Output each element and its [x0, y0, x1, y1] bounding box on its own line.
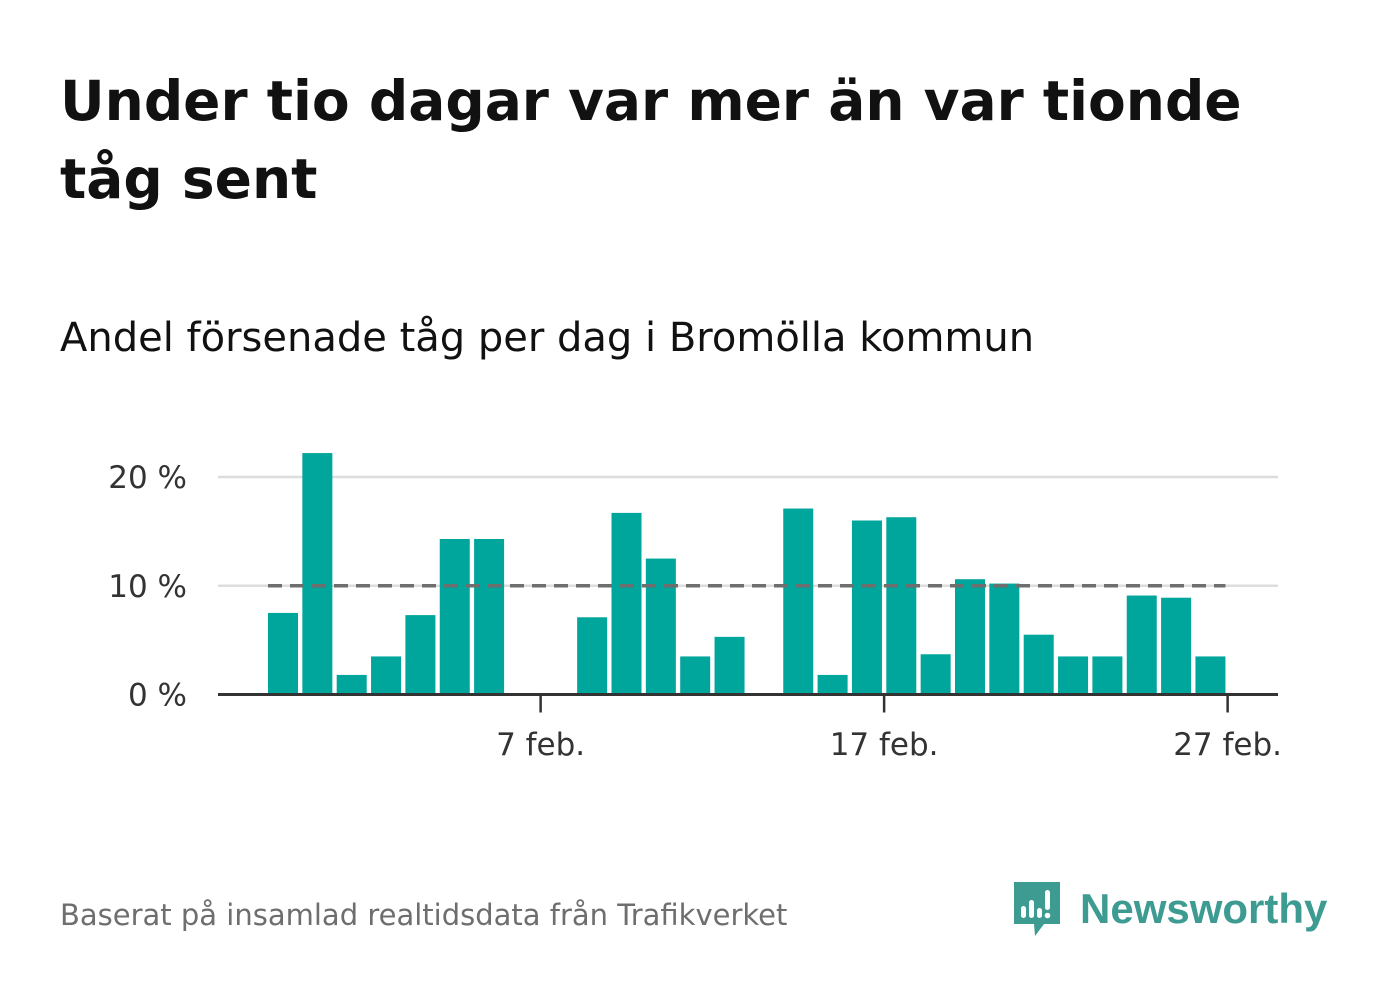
- brand: Newsworthy: [1012, 878, 1327, 940]
- tick-labels: 0 % 10 % 20 % 7 feb. 17 feb. 27 feb.: [108, 460, 1282, 763]
- bar: [783, 508, 814, 695]
- bar: [955, 579, 985, 695]
- axes: [218, 693, 1278, 713]
- bar: [886, 517, 917, 695]
- bar: [920, 654, 951, 695]
- newsworthy-logo-icon: [1014, 882, 1060, 936]
- bar: [336, 674, 367, 695]
- bar: [817, 674, 848, 695]
- bar: [1161, 597, 1192, 695]
- bar: [1023, 634, 1054, 695]
- bar: [645, 558, 676, 695]
- source-note: Baserat på insamlad realtidsdata från Tr…: [60, 898, 788, 932]
- x-tick-label: 27 feb.: [1173, 727, 1282, 763]
- bar: [302, 453, 333, 695]
- bar: [1195, 656, 1226, 695]
- bar: [1058, 656, 1089, 695]
- x-tick-label: 17 feb.: [830, 727, 939, 763]
- chart-title: Under tio dagar var mer än var tionde tå…: [60, 69, 1242, 211]
- x-tick-label: 7 feb.: [496, 727, 585, 763]
- bar: [989, 583, 1020, 695]
- y-tick-label: 10 %: [108, 569, 187, 605]
- bar: [851, 520, 882, 695]
- y-tick-label: 20 %: [108, 460, 187, 496]
- bar: [371, 656, 402, 695]
- bar: [577, 617, 608, 695]
- bar: [1126, 595, 1157, 695]
- bar: [714, 636, 745, 695]
- bar: [405, 615, 436, 695]
- bar: [268, 612, 298, 695]
- bar: [611, 512, 642, 695]
- bars: [268, 453, 1226, 695]
- bar: [474, 538, 505, 695]
- bar: [1092, 656, 1123, 695]
- bar: [680, 656, 711, 695]
- y-tick-label: 0 %: [128, 678, 187, 714]
- chart-subtitle: Andel försenade tåg per dag i Bromölla k…: [60, 315, 1035, 361]
- bar: [439, 538, 470, 695]
- gridlines: [218, 475, 1278, 587]
- brand-name: Newsworthy: [1080, 885, 1328, 932]
